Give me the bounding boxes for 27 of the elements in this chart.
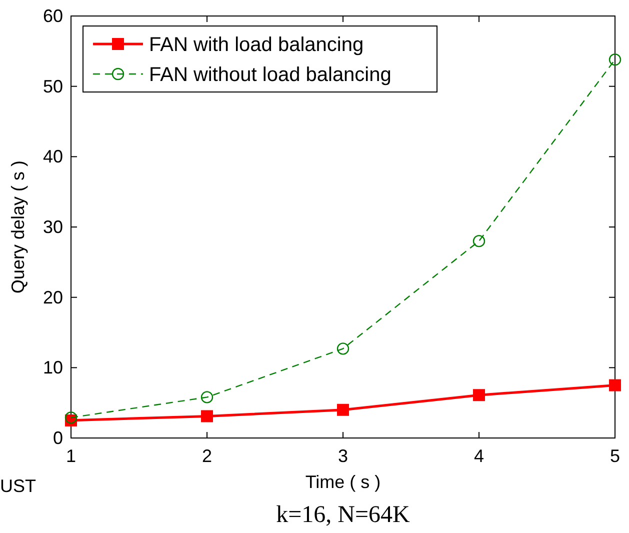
- point: [201, 410, 213, 422]
- point: [609, 379, 621, 392]
- x-tick-label: 2: [202, 446, 212, 466]
- text: UST: [0, 476, 36, 496]
- y-tick-label: 20: [42, 287, 63, 308]
- x-axis-title: Time ( s ): [305, 472, 381, 492]
- x-tick-label: 3: [338, 446, 348, 466]
- point: [337, 404, 349, 416]
- y-tick-label: 10: [42, 358, 63, 378]
- legend-label: FAN with load balancing: [149, 34, 364, 56]
- x-tick-label: 1: [66, 446, 76, 466]
- x-tick-label: 5: [610, 446, 620, 466]
- y-tick-label: 60: [42, 6, 63, 26]
- x-tick-label: 4: [474, 446, 484, 466]
- point: [473, 389, 485, 402]
- point: [64, 412, 78, 424]
- legend-label: FAN without load balancing: [149, 64, 392, 86]
- point: [336, 342, 350, 355]
- y-tick-label: 30: [42, 217, 63, 237]
- point: [200, 391, 214, 404]
- text: k=16, N=64K: [276, 502, 411, 528]
- y-tick-label: 50: [42, 76, 63, 96]
- point: [608, 54, 622, 66]
- point: [472, 234, 486, 248]
- y-axis-title: Query delay ( s ): [8, 160, 28, 294]
- y-tick-label: 0: [52, 428, 63, 448]
- y-tick-label: 40: [42, 146, 63, 167]
